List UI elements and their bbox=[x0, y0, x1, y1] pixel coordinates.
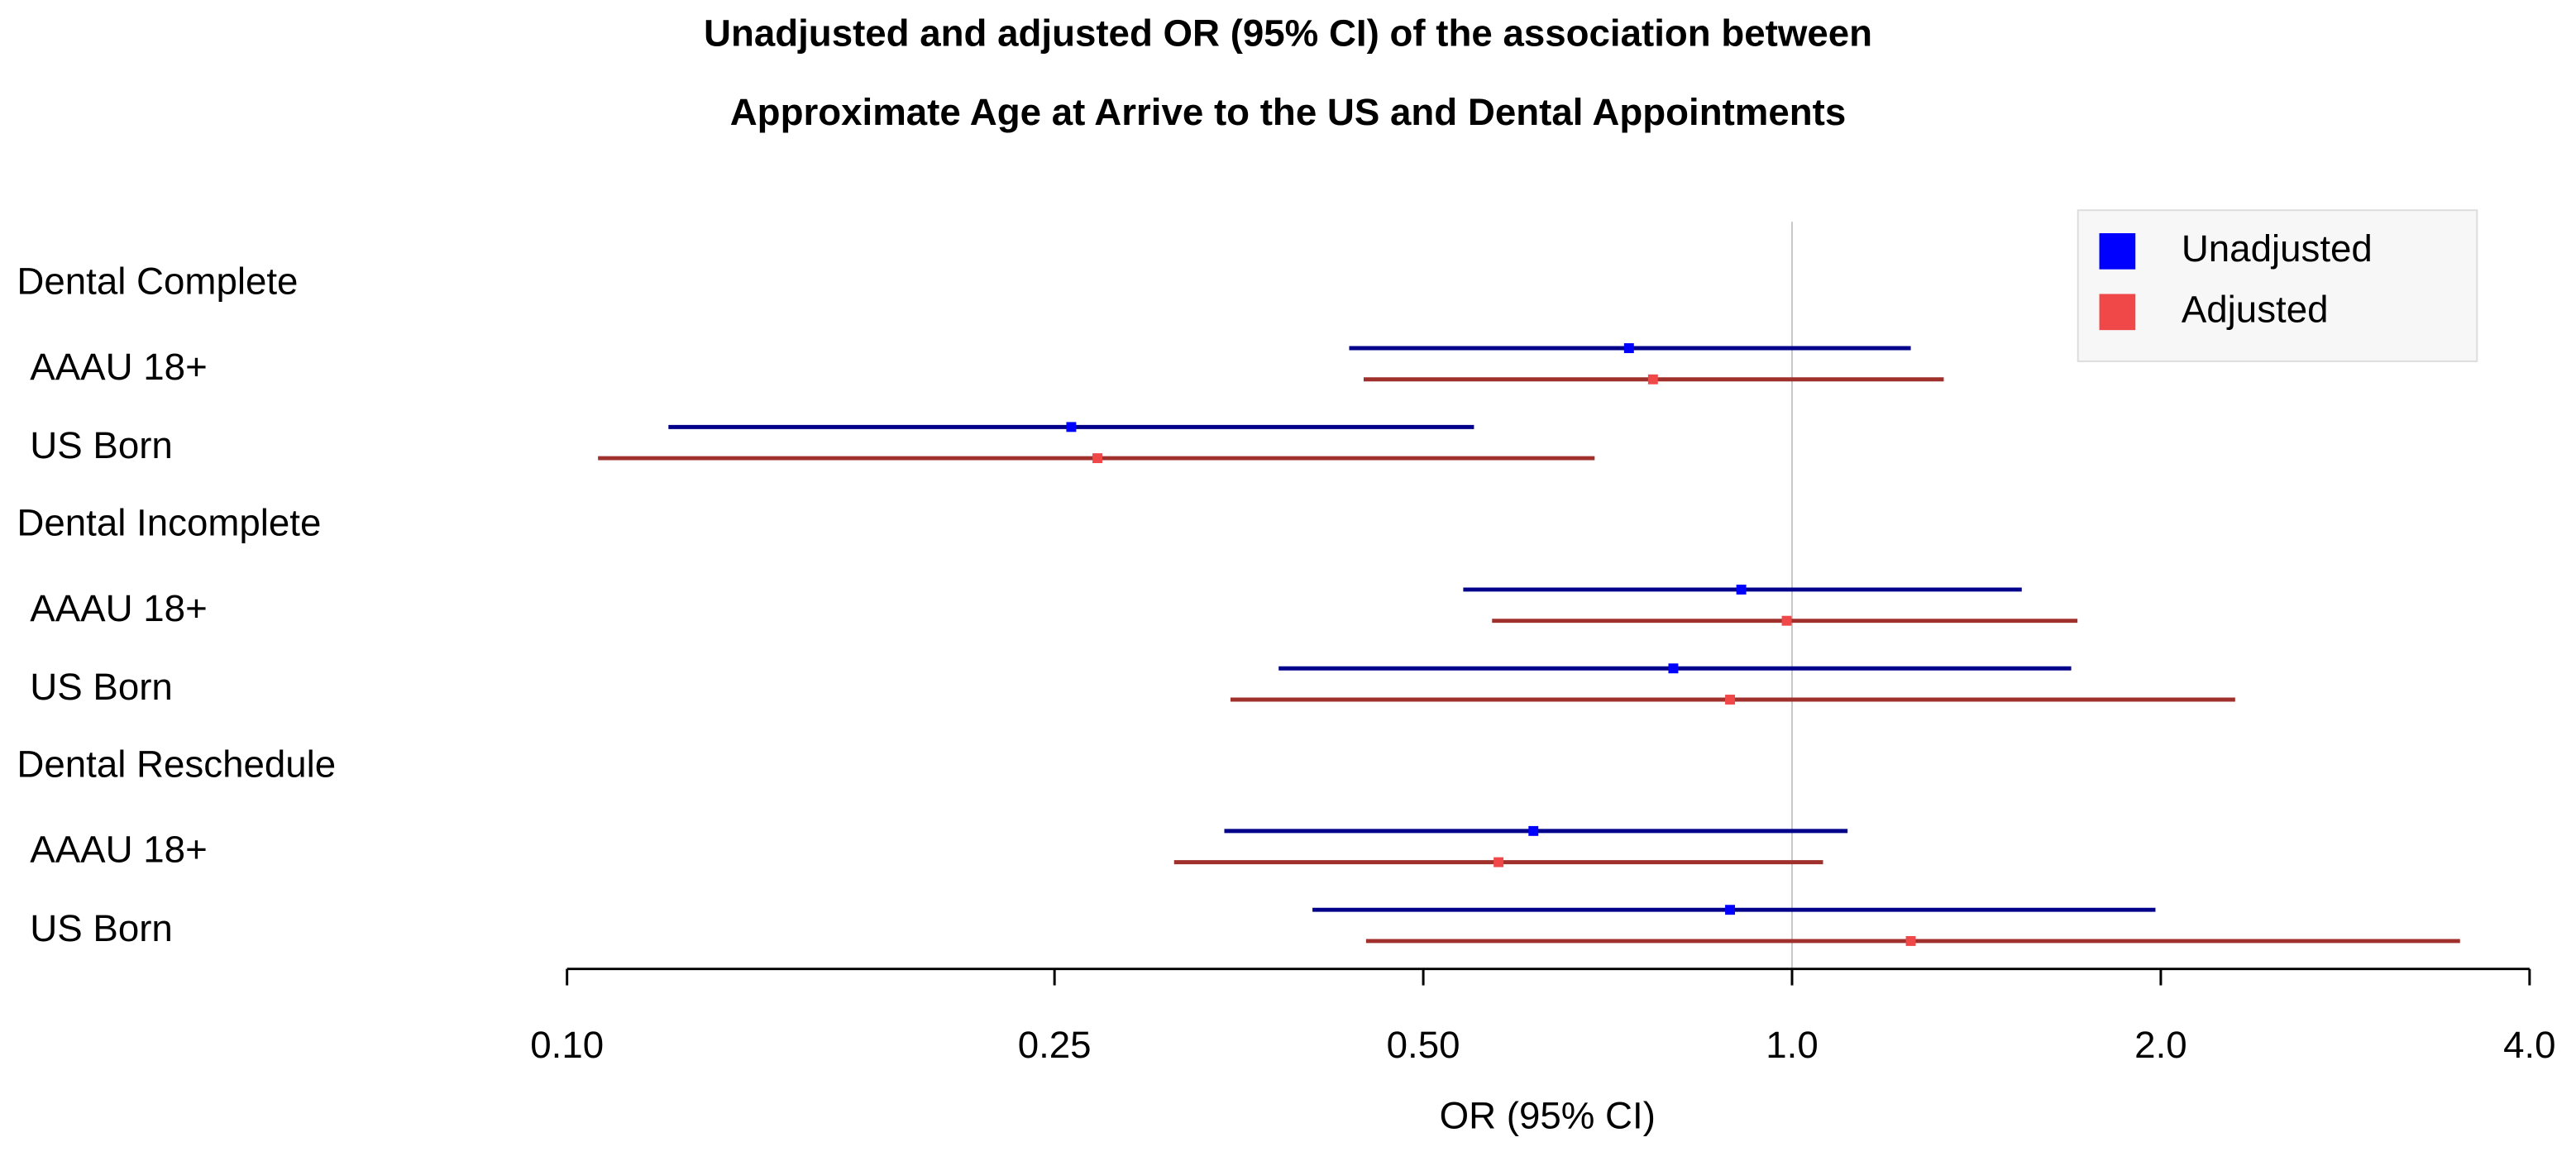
x-tick-label: 2.0 bbox=[2134, 1024, 2186, 1066]
group-label: Dental Reschedule bbox=[17, 743, 336, 785]
x-tick-label: 4.0 bbox=[2503, 1024, 2555, 1066]
point-estimate bbox=[1066, 422, 1077, 432]
row-label: US Born bbox=[30, 424, 173, 466]
x-tick-label: 0.10 bbox=[530, 1024, 604, 1066]
point-estimate bbox=[1736, 584, 1747, 595]
point-estimate bbox=[1668, 663, 1679, 674]
point-estimate bbox=[1725, 695, 1735, 705]
point-estimate bbox=[1647, 374, 1658, 385]
legend-swatch bbox=[2099, 233, 2136, 270]
point-estimate bbox=[1725, 905, 1735, 915]
row-label: AAAU 18+ bbox=[30, 829, 207, 871]
x-tick-label: 0.25 bbox=[1018, 1024, 1092, 1066]
group-label: Dental Incomplete bbox=[17, 502, 321, 544]
row-label: AAAU 18+ bbox=[30, 587, 207, 629]
point-estimate bbox=[1623, 343, 1634, 353]
point-estimate bbox=[1781, 615, 1792, 626]
point-estimate bbox=[1528, 825, 1539, 836]
point-estimate bbox=[1494, 857, 1504, 867]
x-axis-title: OR (95% CI) bbox=[1440, 1094, 1656, 1136]
legend-swatch bbox=[2099, 294, 2136, 331]
point-estimate bbox=[1092, 453, 1103, 464]
legend-box bbox=[2077, 209, 2478, 362]
row-label: AAAU 18+ bbox=[30, 346, 207, 388]
x-tick-label: 0.50 bbox=[1387, 1024, 1460, 1066]
row-label: US Born bbox=[30, 666, 173, 708]
chart-title: Unadjusted and adjusted OR (95% CI) of t… bbox=[704, 12, 1872, 55]
point-estimate bbox=[1905, 935, 1916, 946]
legend-label: Unadjusted bbox=[2182, 227, 2373, 270]
x-tick-label: 1.0 bbox=[1766, 1024, 1818, 1066]
chart-title: Approximate Age at Arrive to the US and … bbox=[730, 91, 1847, 133]
legend-label: Adjusted bbox=[2182, 288, 2329, 330]
row-label: US Born bbox=[30, 907, 173, 949]
group-label: Dental Complete bbox=[17, 260, 298, 303]
